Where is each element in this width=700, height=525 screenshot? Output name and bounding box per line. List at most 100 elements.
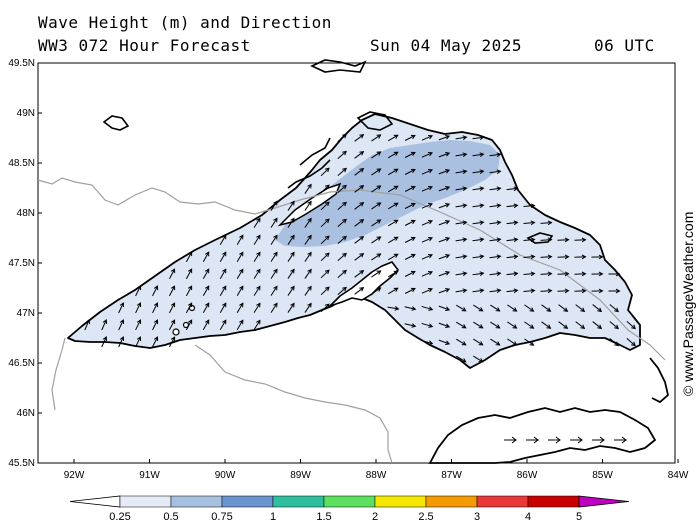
lon-tick-label: 87W xyxy=(441,470,462,481)
wave-arrow xyxy=(320,167,330,177)
wave-arrow xyxy=(438,152,451,158)
colorbar-label: 3 xyxy=(474,511,480,523)
wave-arrow xyxy=(404,253,416,260)
wave-arrow xyxy=(541,321,552,329)
wave-arrow xyxy=(287,200,295,211)
wave-arrow xyxy=(404,287,416,294)
wave-arrow xyxy=(236,268,244,279)
wave-arrow xyxy=(540,237,553,243)
wave-arrow xyxy=(438,254,451,260)
wave-arrow xyxy=(371,151,382,159)
wave-arrow xyxy=(473,338,484,346)
lat-tick-label: 49.5N xyxy=(8,58,35,69)
wave-arrow xyxy=(185,285,193,297)
colorbar-high-cap xyxy=(578,495,630,508)
wave-arrow xyxy=(388,270,399,278)
wave-arrow xyxy=(438,203,451,209)
wave-arrow xyxy=(575,321,586,330)
wave-arrow xyxy=(354,236,365,244)
colorbar-label: 4 xyxy=(525,511,531,523)
wave-arrow xyxy=(489,254,502,260)
wave-arrow xyxy=(490,321,501,329)
wave-arrow xyxy=(354,185,365,193)
wave-arrow xyxy=(337,235,347,244)
isle-royale xyxy=(277,182,342,227)
wave-arrow xyxy=(135,319,142,331)
wave-arrow xyxy=(574,254,587,260)
colorbar-label: 2 xyxy=(372,511,378,523)
wave-arrow xyxy=(473,304,484,312)
lat-tick-label: 45.5N xyxy=(8,458,35,469)
wave-arrows xyxy=(84,133,636,444)
wave-arrow xyxy=(438,305,451,311)
lon-tick-label: 86W xyxy=(517,470,538,481)
wave-arrow xyxy=(270,234,278,245)
wave-arrow xyxy=(574,288,587,294)
wave-arrow xyxy=(388,168,399,176)
forecast-label: WW3 072 Hour Forecast xyxy=(38,36,251,55)
credit-watermark: © www.PassageWeather.com xyxy=(681,212,696,396)
wave-arrow xyxy=(456,355,467,363)
wave-arrow xyxy=(489,152,502,158)
wave-arrow xyxy=(506,237,519,243)
wave-arrow xyxy=(455,254,468,259)
wave-arrow xyxy=(337,133,347,142)
lat-tick-label: 49N xyxy=(17,108,35,119)
wave-arrow xyxy=(421,168,433,175)
wave-arrow xyxy=(219,251,227,263)
wave-arrow xyxy=(253,268,261,279)
wave-arrow xyxy=(506,254,519,260)
wave-arrow xyxy=(507,304,518,312)
lake-michigan xyxy=(428,407,657,464)
wave-arrow xyxy=(506,186,519,192)
wave-arrow xyxy=(185,302,193,314)
colorbar-swatch xyxy=(374,495,427,508)
wave-arrow xyxy=(506,203,519,209)
wave-arrow xyxy=(472,186,485,192)
colorbar-label: 0.25 xyxy=(109,511,130,523)
wave-arrow xyxy=(202,302,210,314)
lon-tick-label: 89W xyxy=(290,470,311,481)
latitude-axis: 49.5N 49N 48.5N 48N 47.5N 47N 46.5N 46N 45.5N xyxy=(8,58,42,469)
wave-arrow xyxy=(626,321,636,330)
wave-arrow xyxy=(135,336,142,348)
wave-arrow xyxy=(304,200,312,211)
lake-superior xyxy=(67,113,641,369)
wave-arrow xyxy=(371,253,382,261)
bay-coast xyxy=(356,111,394,131)
wave-arrow xyxy=(388,287,399,295)
wave-arrow xyxy=(557,254,570,260)
us-canada-border xyxy=(37,177,666,361)
wave-arrow xyxy=(185,268,193,280)
wave-arrow xyxy=(523,203,536,209)
wave-arrow xyxy=(337,252,347,261)
wave-arrow xyxy=(253,251,261,262)
wave-arrow xyxy=(320,286,330,296)
colorbar-swatch xyxy=(221,495,274,508)
colorbar-swatch xyxy=(527,495,580,508)
colorbar-swatch xyxy=(425,495,478,508)
wave-arrow xyxy=(219,234,227,246)
wave-arrow xyxy=(438,169,451,175)
wave-arrow xyxy=(506,220,519,226)
wave-arrow xyxy=(524,338,535,346)
wave-arrow xyxy=(558,304,569,312)
wave-arrow xyxy=(421,134,433,141)
wave-arrow xyxy=(185,319,193,331)
wave-arrow xyxy=(548,436,561,444)
wave-arrow xyxy=(202,251,210,263)
wave-arrow xyxy=(540,254,553,260)
wave-arrow xyxy=(472,135,485,141)
wave-arrow xyxy=(523,271,536,277)
lon-tick-label: 88W xyxy=(366,470,387,481)
wave-arrow xyxy=(236,302,244,313)
wave-arrow xyxy=(169,302,176,314)
wave-arrow xyxy=(270,200,278,211)
wave-arrow xyxy=(253,285,261,296)
north-shore-lake xyxy=(310,59,367,73)
forecast-time: 06 UTC xyxy=(594,36,655,55)
wave-arrow xyxy=(541,304,552,312)
wave-arrow xyxy=(523,288,536,294)
wave-arrow xyxy=(371,219,382,227)
wave-arrow xyxy=(608,288,621,294)
